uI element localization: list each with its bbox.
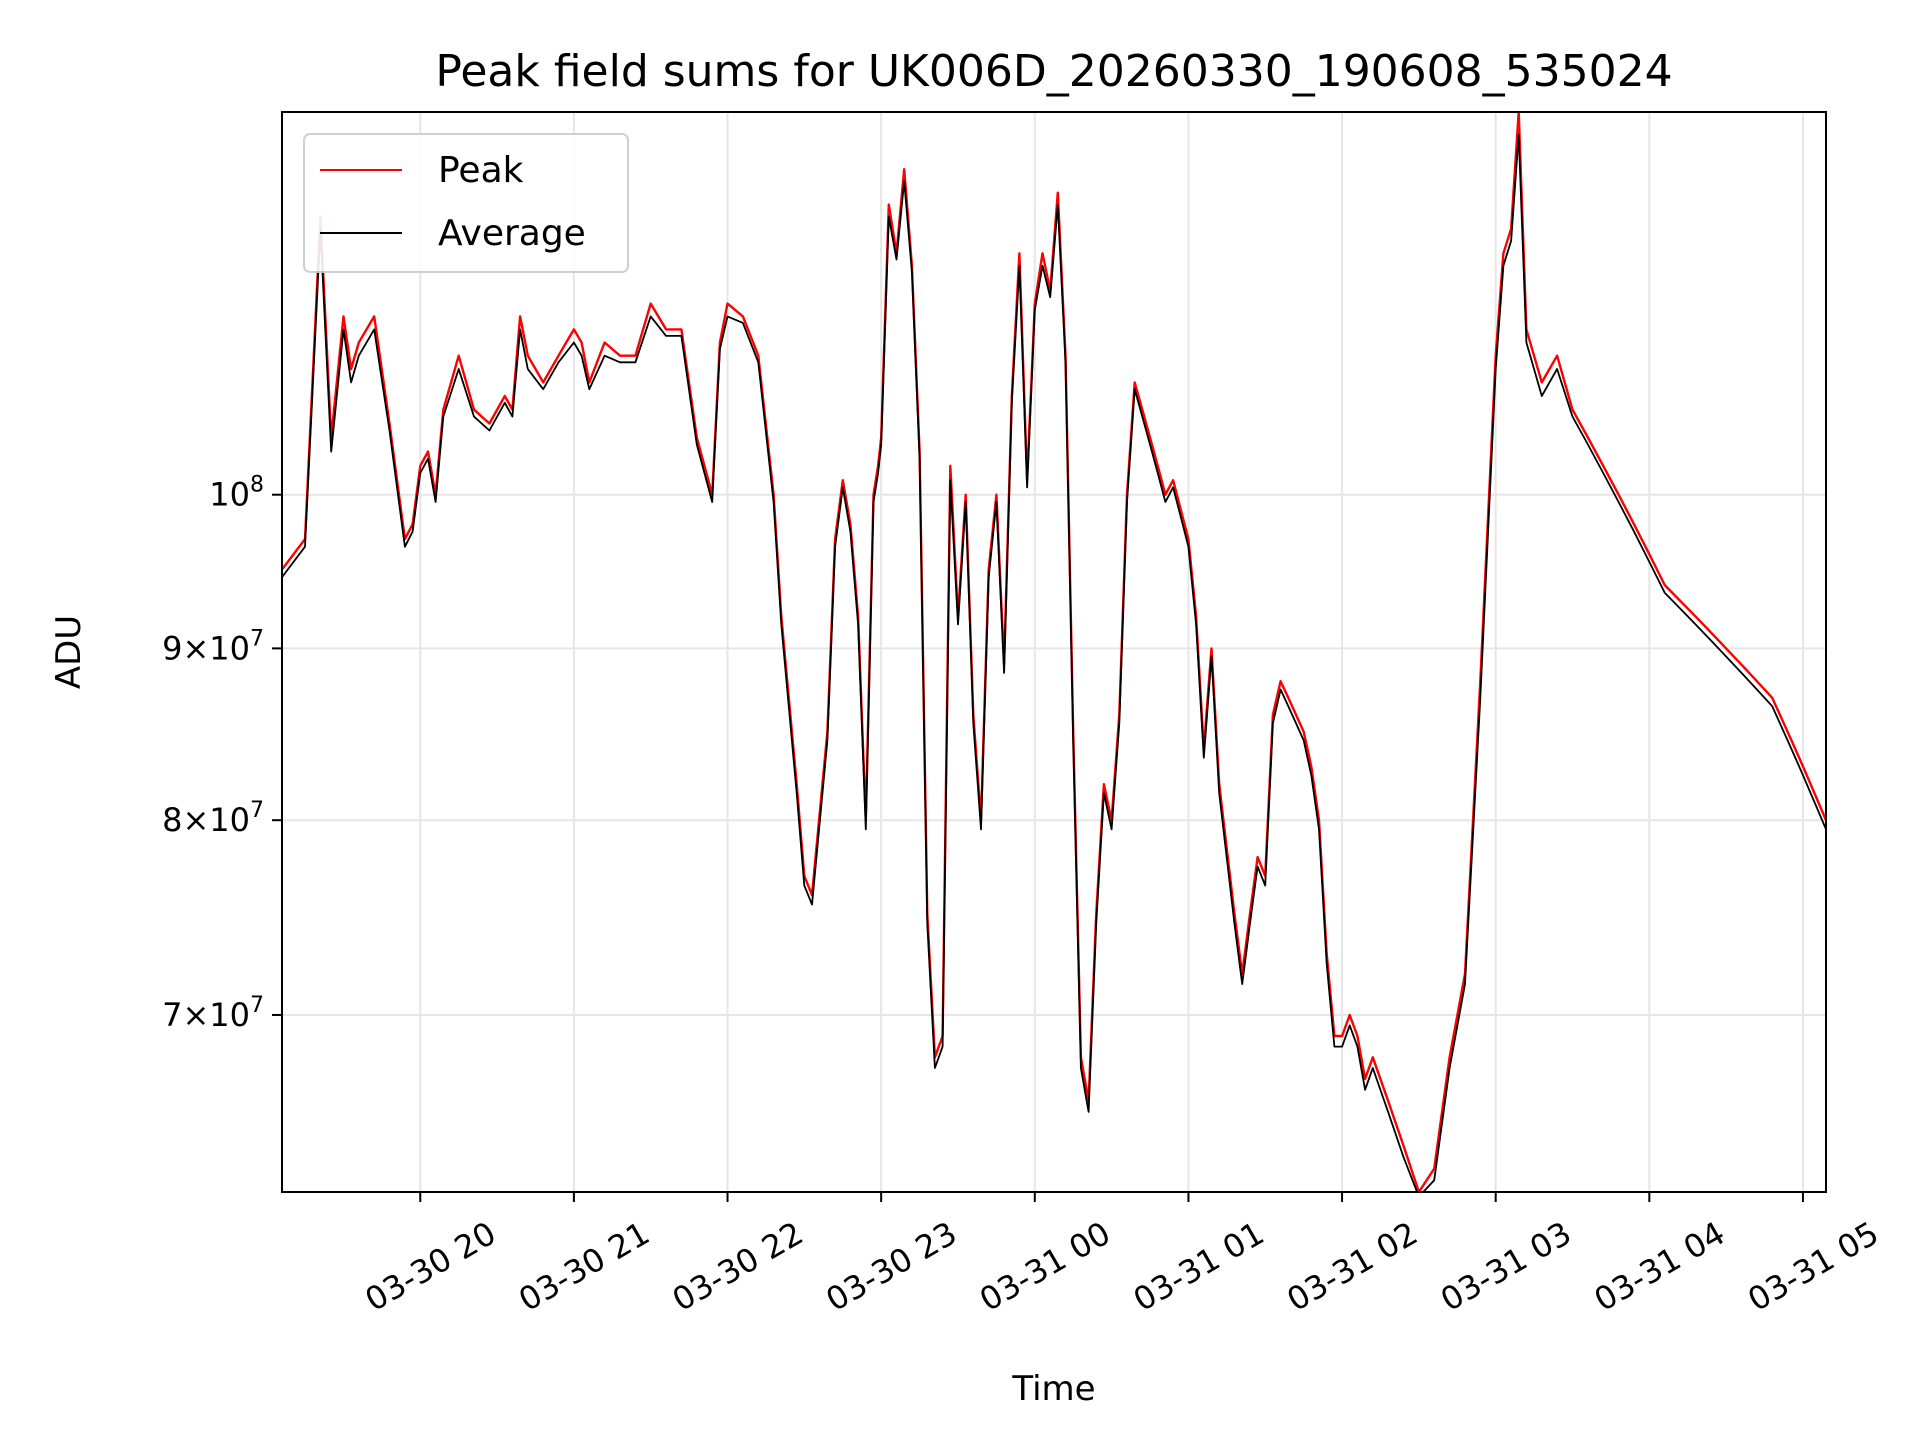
y-axis-label: ADU <box>49 615 89 689</box>
legend: Peak Average <box>303 133 629 273</box>
legend-average-label: Average <box>438 213 586 254</box>
chart-title: Peak field sums for UK006D_20260330_1906… <box>435 46 1672 97</box>
plot-area <box>282 112 1826 1192</box>
y-tick-label: 9×107 <box>162 626 264 667</box>
x-axis-label: Time <box>1011 1369 1095 1409</box>
y-tick-label: 8×107 <box>162 798 264 839</box>
y-tick-label: 7×107 <box>162 993 264 1034</box>
plot-frame <box>281 111 1827 1193</box>
legend-box <box>303 133 629 273</box>
grid <box>282 112 1826 1192</box>
y-axis: 7×107 8×107 9×107 108 <box>162 473 282 1034</box>
legend-peak-label: Peak <box>438 150 524 191</box>
y-tick-label: 108 <box>209 473 264 514</box>
series-line-average <box>282 133 1826 1192</box>
